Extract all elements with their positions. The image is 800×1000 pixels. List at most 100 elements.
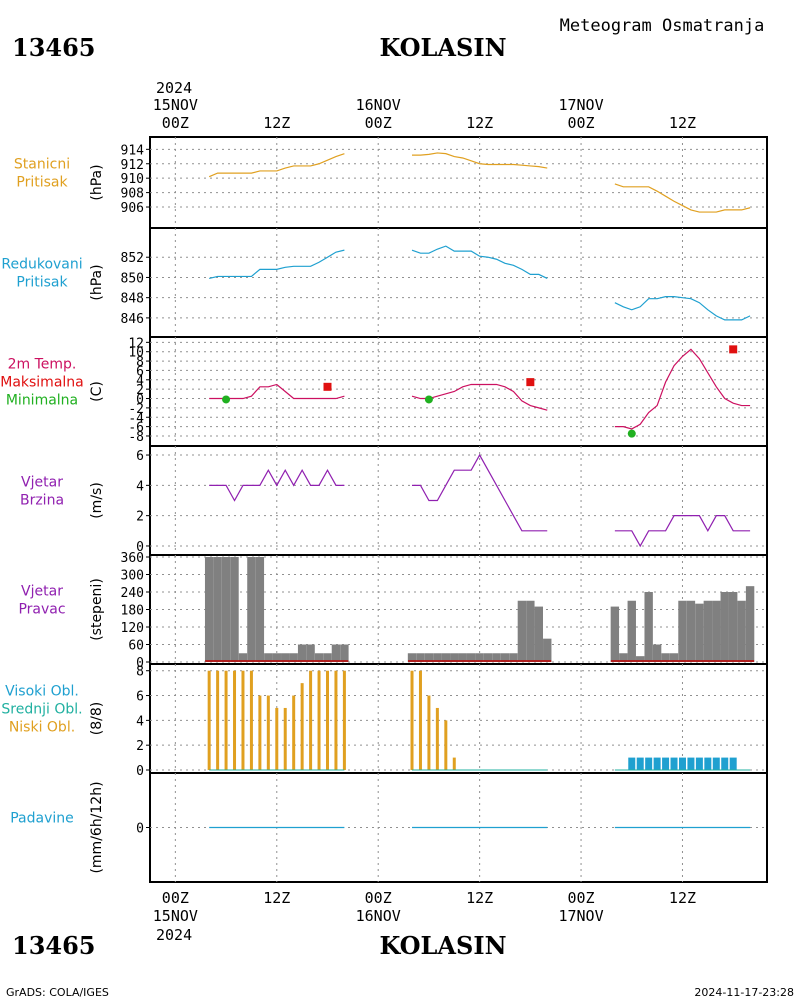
min-temp-marker [424, 395, 433, 404]
low-cloud-bar [309, 670, 313, 770]
wind-dir-bar [720, 592, 729, 662]
y-tick-label: 848 [121, 292, 144, 307]
panel-label: 2m Temp. [8, 357, 77, 373]
wind-dir-bar [695, 603, 704, 662]
low-cloud-bar [233, 670, 237, 770]
wind-dir-bar [745, 586, 755, 662]
low-cloud-bar [325, 670, 329, 770]
high-cloud-bar [704, 757, 712, 770]
wind-dir-bar [712, 600, 721, 662]
y-tick-label: 906 [121, 201, 144, 216]
wind-dir-bar [424, 653, 434, 662]
y-tick-label: 120 [121, 621, 144, 636]
series-line [614, 348, 751, 430]
wind-dir-bar [458, 653, 467, 662]
y-tick-label: 0 [136, 764, 144, 779]
high-cloud-bar [628, 757, 636, 770]
wind-dir-bar [703, 600, 713, 662]
low-cloud-bar [258, 695, 262, 770]
y-tick-label: 180 [121, 604, 144, 619]
y-tick-label: 0 [136, 540, 144, 555]
high-cloud-bar [636, 757, 644, 770]
panel-label: Pritisak [16, 275, 68, 291]
low-cloud-bar [334, 670, 338, 770]
panel-label: Pravac [18, 602, 65, 618]
panel-frame [149, 336, 768, 447]
high-cloud-bar [687, 757, 695, 770]
high-cloud-bar [721, 757, 729, 770]
panel-label: Vjetar [21, 475, 63, 491]
wind-dir-bar [636, 656, 645, 662]
wind-dir-bar [297, 644, 307, 662]
low-cloud-bar [224, 670, 228, 770]
time-label-bottom: 00Z [162, 889, 189, 907]
low-cloud-bar [342, 670, 346, 770]
wind-dir-bar [281, 653, 290, 662]
y-tick-label: 910 [121, 172, 144, 187]
max-temp-marker [526, 378, 535, 387]
date-label-bottom: 16NOV [356, 907, 401, 925]
y-tick-label: 4 [136, 714, 144, 729]
wind-dir-bar [230, 557, 239, 662]
unit-label: (m/s) [89, 482, 105, 519]
wind-dir-bar [627, 600, 636, 662]
time-label-bottom: 12Z [669, 889, 696, 907]
wind-dir-bar [534, 606, 543, 662]
panel-label: Maksimalna [0, 375, 84, 391]
max-temp-marker [323, 382, 332, 391]
series-line [208, 153, 345, 178]
y-tick-label: 60 [128, 639, 144, 654]
panel-frame [149, 554, 768, 665]
y-tick-label: 8 [136, 355, 144, 370]
series-line [209, 383, 345, 400]
low-cloud-bar [435, 707, 439, 770]
time-label-bottom: 00Z [365, 889, 392, 907]
low-cloud-bar [410, 670, 414, 770]
time-label-top: 00Z [365, 114, 392, 132]
series-line [614, 183, 751, 213]
station-id-top: 13465 [12, 33, 96, 62]
high-cloud-bar [645, 757, 653, 770]
high-cloud-bar [712, 757, 720, 770]
panel-label: Visoki Obl. [5, 684, 79, 700]
y-tick-label: 2 [136, 739, 144, 754]
y-tick-label: 6 [136, 449, 144, 464]
panel-label: Minimalna [6, 393, 78, 409]
high-cloud-bar [653, 757, 661, 770]
panel-label: Padavine [10, 811, 74, 827]
low-cloud-bar [427, 695, 431, 770]
wind-dir-bar [500, 653, 510, 662]
wind-dir-bar [306, 644, 315, 662]
time-label-top: 12Z [466, 114, 493, 132]
station-id-bottom: 13465 [12, 931, 96, 960]
y-tick-label: -4 [128, 411, 144, 426]
y-tick-label: 8 [136, 665, 144, 680]
time-label-bottom: 12Z [263, 889, 290, 907]
date-label-bottom: 15NOV [153, 907, 198, 925]
time-label-top: 00Z [162, 114, 189, 132]
series-line [614, 296, 751, 321]
panel-label: Srednji Obl. [1, 702, 82, 718]
low-cloud-bar [275, 707, 279, 770]
y-tick-label: 0 [136, 656, 144, 671]
y-tick-label: 908 [121, 187, 144, 202]
wind-dir-bar [644, 592, 653, 662]
low-cloud-bar [249, 670, 253, 770]
wind-dir-bar [204, 557, 214, 662]
y-tick-label: 4 [136, 479, 144, 494]
wind-dir-bar [669, 653, 679, 662]
wind-dir-bar [517, 600, 527, 662]
series-line [209, 249, 345, 280]
date-label-top: 16NOV [356, 96, 401, 114]
date-label-top: 15NOV [153, 96, 198, 114]
wind-dir-bar [407, 653, 417, 662]
low-cloud-bar [207, 670, 211, 770]
panel-precip: 0 Padavine (mm/6h/12h) [10, 772, 768, 883]
panel-wdir: 0 60 120 180 240 300 360 Vjetar Pravac (stepeni) [18, 551, 768, 671]
y-tick-label: 850 [121, 271, 144, 286]
date-label-top: 17NOV [558, 96, 603, 114]
